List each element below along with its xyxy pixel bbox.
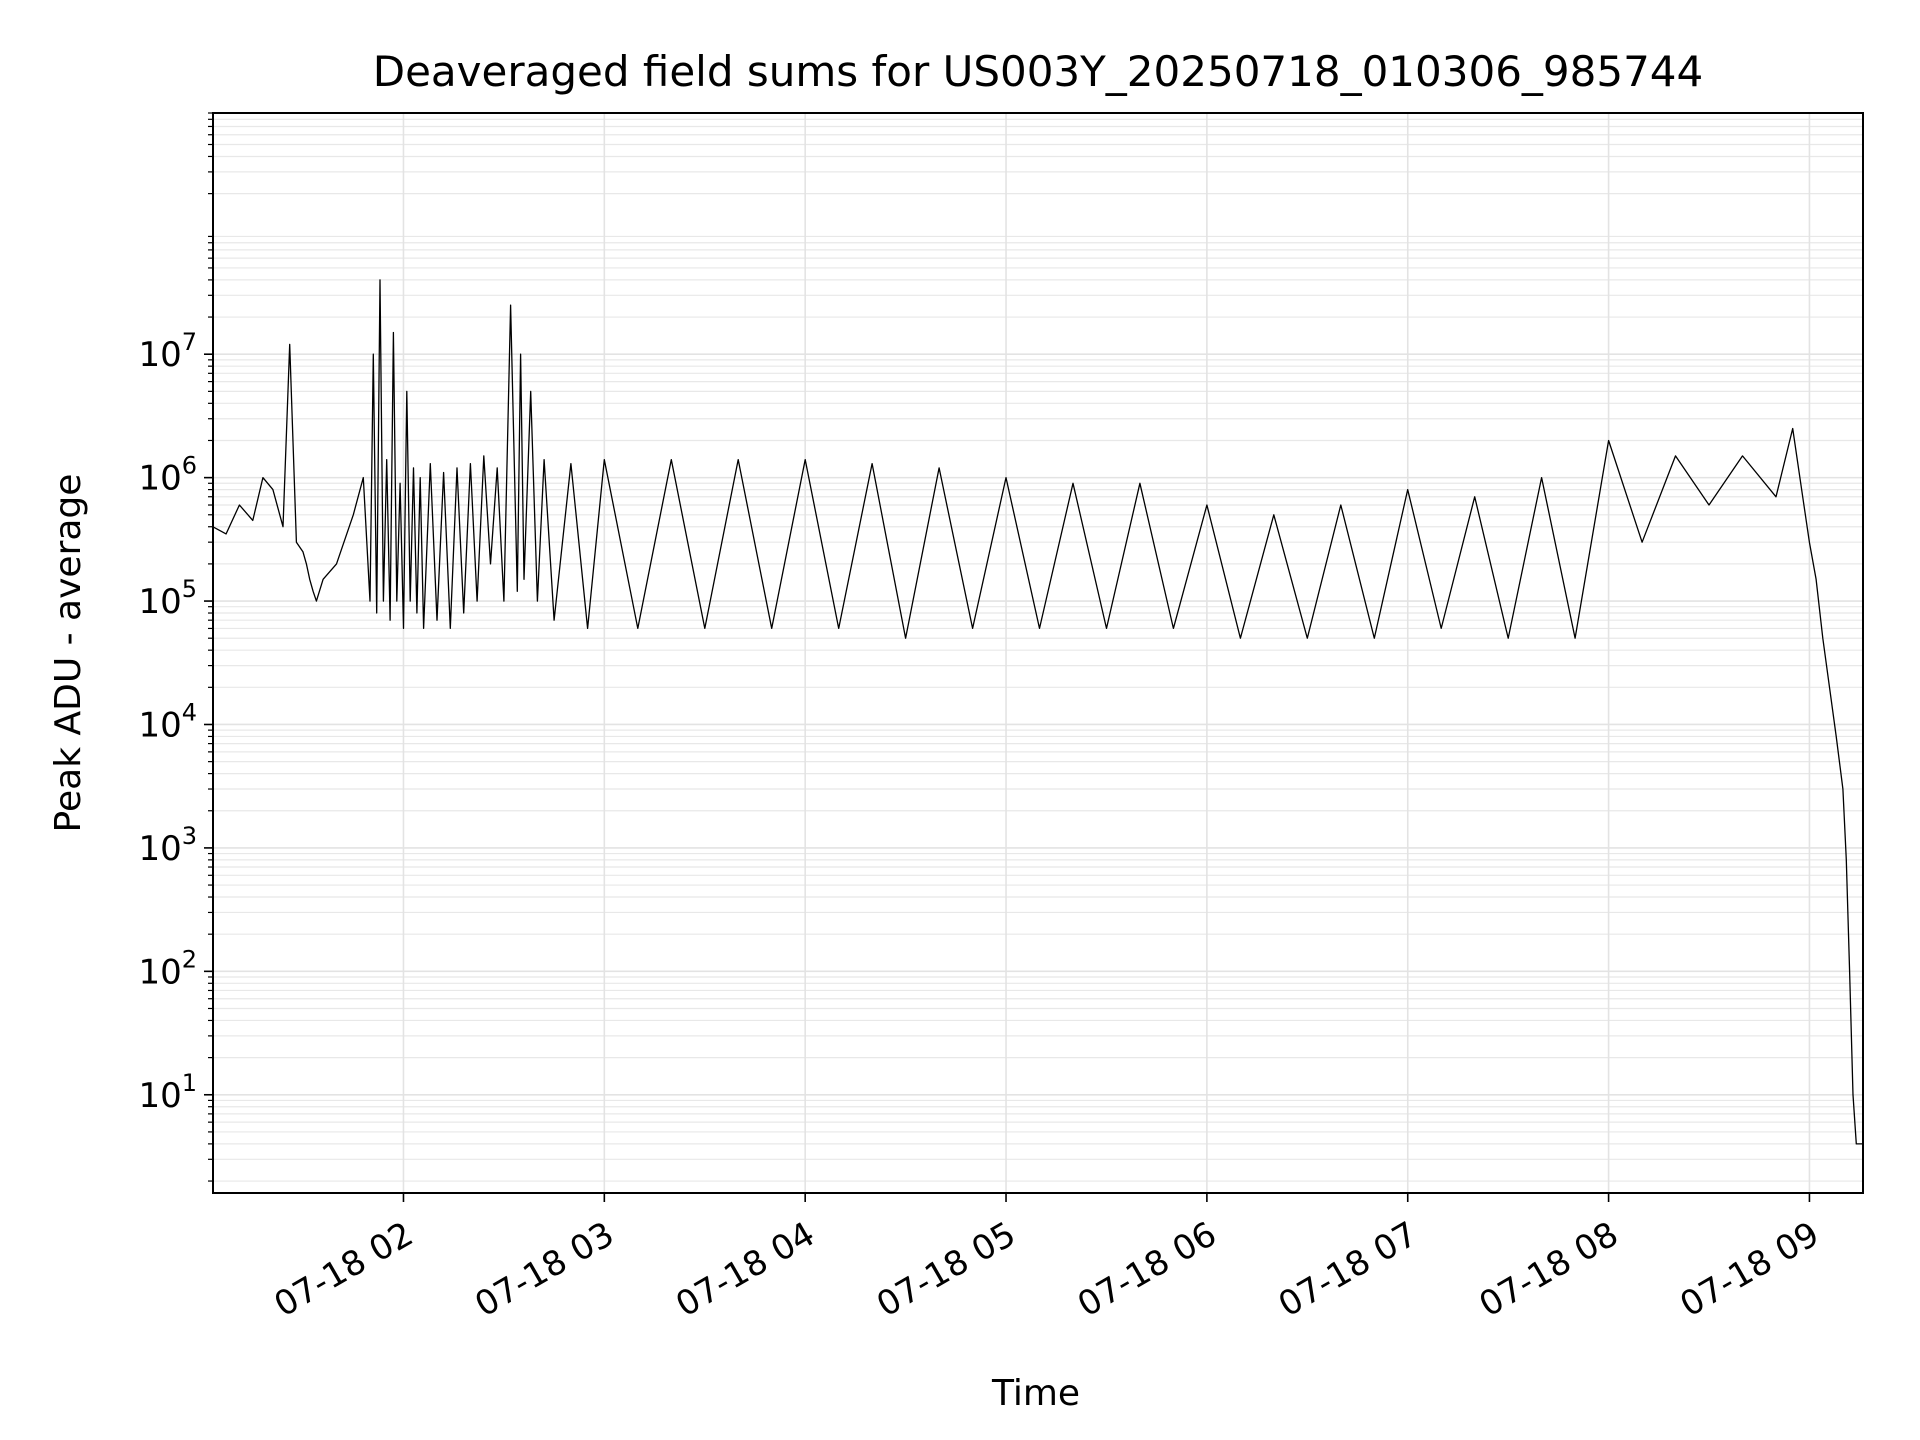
y-tick-label: 106	[138, 452, 197, 499]
y-tick-label: 103	[138, 822, 197, 869]
x-axis-label: Time	[991, 1373, 1080, 1414]
y-axis-ticks: 101 102 103 104 105 106 107	[138, 112, 213, 1182]
chart-title: Deaveraged field sums for US003Y_2025071…	[373, 47, 1704, 96]
plot-frame	[212, 112, 1864, 1194]
series-line	[212, 279, 1863, 1145]
y-tick-label: 102	[138, 945, 197, 992]
y-tick-label: 104	[138, 698, 197, 745]
minor-gridlines	[213, 112, 1863, 1182]
y-tick-label: 105	[138, 575, 197, 622]
major-gridlines	[213, 113, 1863, 1193]
y-tick-label: 101	[138, 1069, 197, 1116]
y-axis-label: Peak ADU - average	[48, 474, 89, 833]
y-tick-label: 107	[138, 328, 197, 375]
